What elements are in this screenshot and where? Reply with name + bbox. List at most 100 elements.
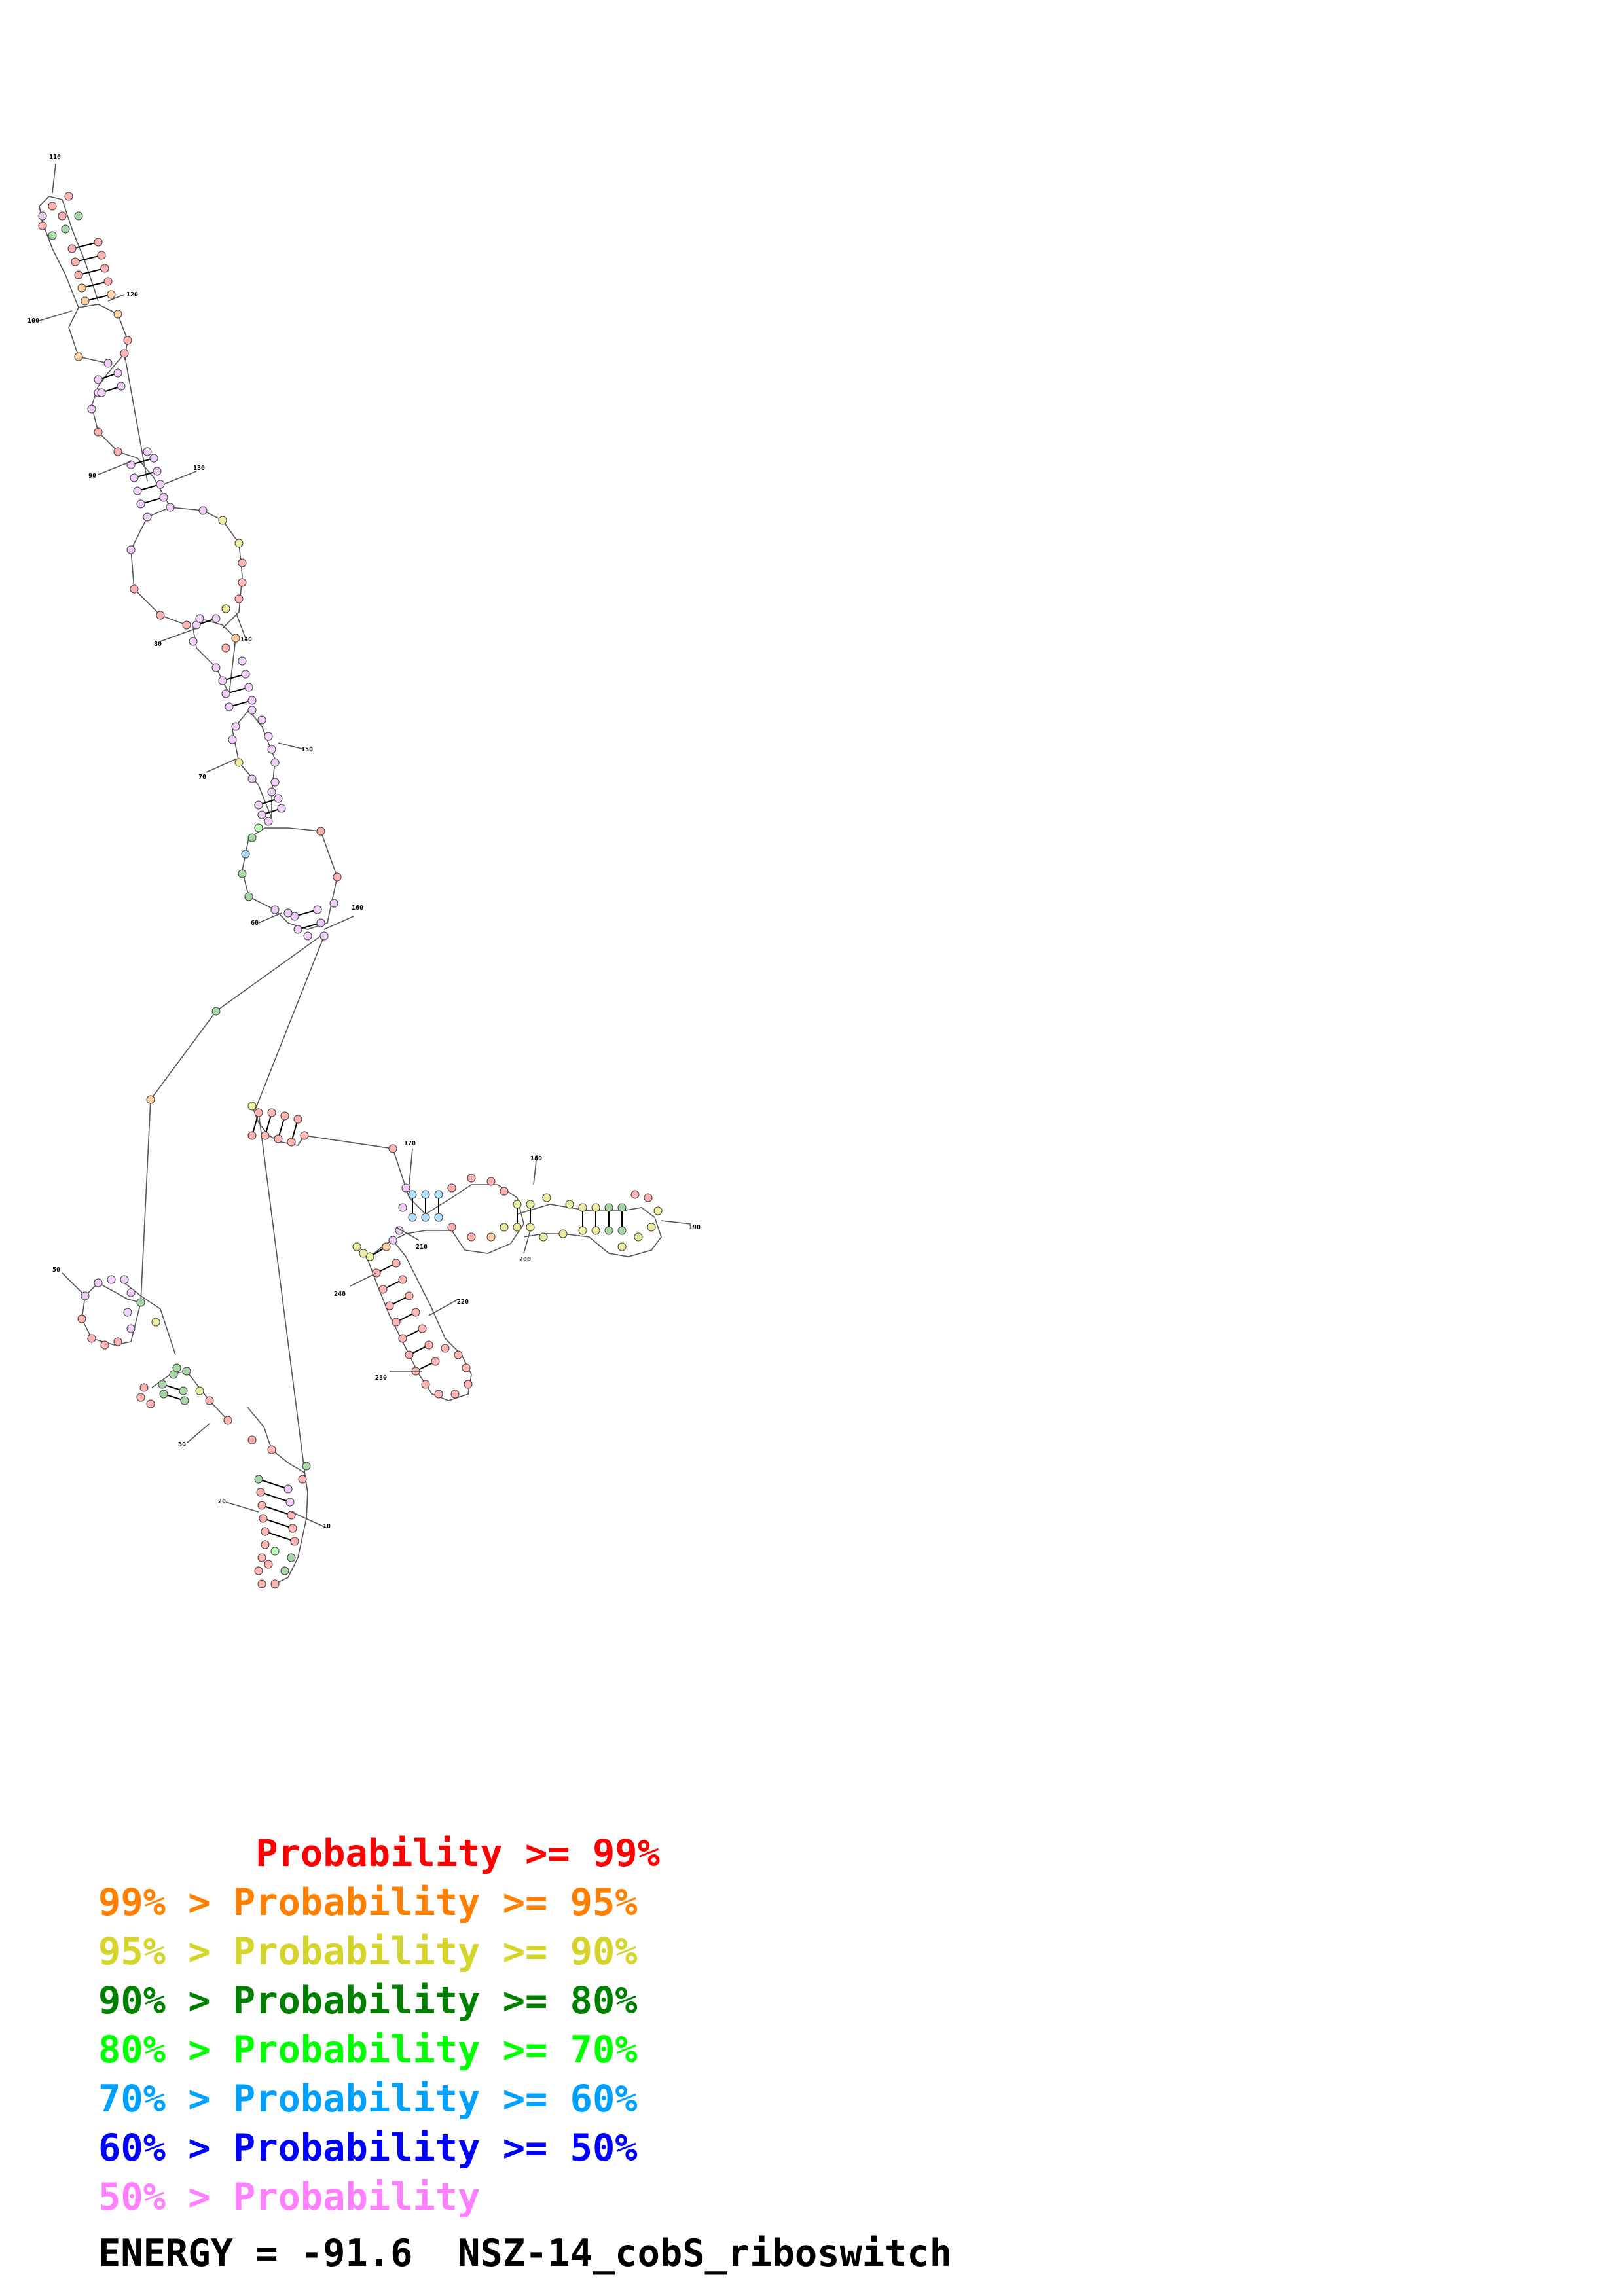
nucleotide	[280, 1111, 289, 1121]
nucleotide	[486, 1177, 496, 1186]
nucleotide	[287, 1138, 296, 1147]
nucleotide	[182, 620, 191, 630]
nucleotide	[283, 908, 293, 918]
nucleotide	[254, 1108, 263, 1117]
legend-row: 60% > Probability >= 50%	[98, 2124, 660, 2173]
nucleotide	[526, 1223, 535, 1232]
legend-row: 99% > Probability >= 95%	[98, 1878, 660, 1928]
nucleotide	[270, 905, 280, 914]
nucleotide	[146, 1095, 155, 1104]
position-label-200: 200	[519, 1256, 531, 1263]
position-label-150: 150	[301, 746, 313, 753]
probability-legend: Probability >= 99% 99% > Probability >= …	[98, 1829, 660, 2222]
nucleotide	[113, 447, 122, 456]
position-tick-lines	[39, 163, 691, 1529]
position-label-80: 80	[154, 641, 162, 648]
nucleotide	[247, 696, 257, 705]
nucleotide	[151, 1318, 160, 1327]
nucleotide	[257, 1579, 266, 1588]
nucleotide	[398, 1334, 407, 1343]
nucleotide	[647, 1223, 656, 1232]
nucleotide	[274, 1134, 283, 1143]
nucleotide	[500, 1187, 509, 1196]
nucleotide	[139, 1383, 149, 1392]
nucleotide	[359, 1249, 368, 1258]
nucleotide	[182, 1367, 191, 1376]
legend-prefix: 60% >	[98, 2126, 233, 2170]
nucleotide	[74, 211, 83, 221]
nucleotide	[539, 1232, 548, 1242]
position-label-210: 210	[416, 1244, 428, 1251]
nucleotide-circles	[38, 192, 663, 1588]
nucleotide	[113, 368, 122, 378]
nucleotide	[103, 277, 113, 286]
nucleotide	[130, 584, 139, 594]
nucleotide	[316, 827, 325, 836]
nucleotide	[159, 1390, 168, 1399]
legend-label: Probability >= 90%	[232, 1930, 638, 1973]
nucleotide	[156, 480, 165, 489]
nucleotide	[418, 1324, 427, 1333]
nucleotide	[77, 1314, 86, 1323]
nucleotide	[166, 503, 175, 512]
backbone-long-165-10	[258, 1112, 307, 1486]
legend-prefix	[98, 1832, 255, 1875]
nucleotide	[441, 1344, 450, 1353]
nucleotide	[221, 689, 230, 698]
position-label-90: 90	[88, 473, 96, 480]
nucleotide	[136, 1298, 145, 1307]
nucleotide	[431, 1357, 440, 1366]
position-labels: 10 20 30 50 60 70 80 90 100 110 120 130 …	[27, 154, 701, 1530]
nucleotide	[653, 1206, 663, 1215]
nucleotide	[244, 892, 253, 901]
nucleotide	[270, 1579, 280, 1588]
legend-label: Probability >= 99%	[255, 1832, 660, 1875]
nucleotide	[290, 1537, 299, 1546]
nucleotide	[94, 1278, 103, 1287]
legend-label: Probability >= 95%	[232, 1881, 638, 1924]
nucleotide	[247, 706, 257, 715]
nucleotide	[421, 1190, 430, 1199]
legend-prefix: 90% >	[98, 1979, 233, 2022]
nucleotide	[254, 823, 263, 833]
legend-prefix: 80% >	[98, 2028, 233, 2072]
nucleotide	[180, 1396, 189, 1405]
nucleotide	[257, 1501, 266, 1510]
nucleotide	[153, 467, 162, 476]
nucleotide	[434, 1390, 443, 1399]
nucleotide	[113, 310, 122, 319]
nucleotide	[48, 202, 57, 211]
nucleotide	[94, 375, 103, 384]
nucleotide	[392, 1259, 401, 1268]
backbone-lines	[39, 196, 662, 1585]
legend-label: Probability >= 50%	[232, 2126, 638, 2170]
backbone-170-loop	[304, 1135, 524, 1257]
nucleotide	[130, 473, 139, 482]
nucleotide	[247, 774, 257, 783]
nucleotide	[617, 1242, 627, 1251]
nucleotide	[254, 1566, 263, 1575]
position-label-50: 50	[52, 1266, 60, 1274]
legend-label: Probability >= 80%	[232, 1979, 638, 2022]
nucleotide	[462, 1363, 471, 1372]
nucleotide	[189, 637, 198, 646]
nucleotide	[313, 905, 322, 914]
nucleotide	[604, 1203, 613, 1212]
nucleotide	[74, 270, 83, 279]
nucleotide	[565, 1200, 574, 1209]
nucleotide	[277, 804, 286, 813]
nucleotide	[264, 817, 273, 826]
nucleotide	[604, 1226, 613, 1235]
nucleotide	[392, 1318, 401, 1327]
legend-label: Probability	[232, 2176, 481, 2219]
nucleotide	[352, 1242, 361, 1251]
nucleotide	[280, 1566, 289, 1575]
position-label-100: 100	[27, 317, 39, 325]
nucleotide	[261, 1540, 270, 1549]
nucleotide	[264, 1560, 273, 1569]
backbone-long-50-160	[140, 935, 321, 1303]
nucleotide	[228, 735, 237, 744]
nucleotide	[58, 211, 67, 221]
nucleotide	[259, 1514, 268, 1523]
nucleotide	[421, 1213, 430, 1222]
